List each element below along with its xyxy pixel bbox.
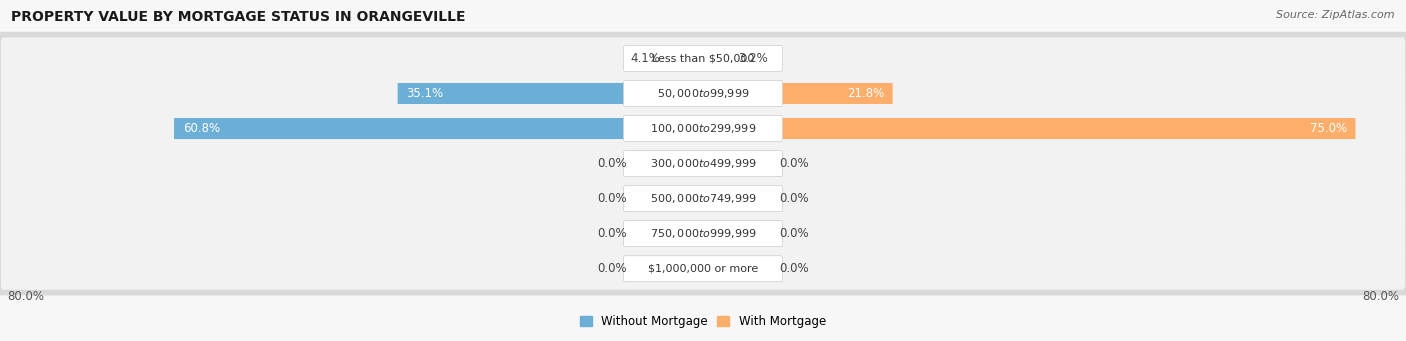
FancyBboxPatch shape bbox=[1, 38, 1405, 79]
Text: 0.0%: 0.0% bbox=[596, 262, 627, 275]
FancyBboxPatch shape bbox=[0, 102, 1406, 155]
FancyBboxPatch shape bbox=[1, 178, 1405, 220]
Text: $500,000 to $749,999: $500,000 to $749,999 bbox=[650, 192, 756, 205]
FancyBboxPatch shape bbox=[623, 221, 783, 247]
Text: $100,000 to $299,999: $100,000 to $299,999 bbox=[650, 122, 756, 135]
Text: 4.1%: 4.1% bbox=[630, 52, 661, 65]
FancyBboxPatch shape bbox=[703, 118, 1355, 139]
FancyBboxPatch shape bbox=[703, 83, 893, 104]
FancyBboxPatch shape bbox=[1, 213, 1405, 255]
Text: 0.0%: 0.0% bbox=[779, 262, 810, 275]
Text: 80.0%: 80.0% bbox=[7, 291, 44, 303]
FancyBboxPatch shape bbox=[633, 223, 703, 244]
Text: 0.0%: 0.0% bbox=[596, 157, 627, 170]
FancyBboxPatch shape bbox=[1, 73, 1405, 115]
Text: $50,000 to $99,999: $50,000 to $99,999 bbox=[657, 87, 749, 100]
Text: 60.8%: 60.8% bbox=[183, 122, 219, 135]
Text: 21.8%: 21.8% bbox=[846, 87, 884, 100]
Text: $300,000 to $499,999: $300,000 to $499,999 bbox=[650, 157, 756, 170]
Text: 0.0%: 0.0% bbox=[779, 157, 810, 170]
FancyBboxPatch shape bbox=[623, 186, 783, 212]
FancyBboxPatch shape bbox=[0, 137, 1406, 190]
FancyBboxPatch shape bbox=[0, 32, 1406, 85]
Text: 0.0%: 0.0% bbox=[779, 192, 810, 205]
Text: 0.0%: 0.0% bbox=[596, 192, 627, 205]
FancyBboxPatch shape bbox=[1, 143, 1405, 184]
Text: 80.0%: 80.0% bbox=[1362, 291, 1399, 303]
FancyBboxPatch shape bbox=[703, 188, 773, 209]
FancyBboxPatch shape bbox=[0, 67, 1406, 120]
FancyBboxPatch shape bbox=[703, 223, 773, 244]
FancyBboxPatch shape bbox=[703, 258, 773, 279]
FancyBboxPatch shape bbox=[1, 107, 1405, 150]
Text: 75.0%: 75.0% bbox=[1309, 122, 1347, 135]
Legend: Without Mortgage, With Mortgage: Without Mortgage, With Mortgage bbox=[575, 310, 831, 333]
FancyBboxPatch shape bbox=[623, 45, 783, 71]
Text: 3.2%: 3.2% bbox=[738, 52, 768, 65]
FancyBboxPatch shape bbox=[0, 207, 1406, 260]
Text: 35.1%: 35.1% bbox=[406, 87, 443, 100]
Text: $1,000,000 or more: $1,000,000 or more bbox=[648, 264, 758, 274]
Text: 0.0%: 0.0% bbox=[596, 227, 627, 240]
FancyBboxPatch shape bbox=[633, 153, 703, 174]
FancyBboxPatch shape bbox=[174, 118, 703, 139]
FancyBboxPatch shape bbox=[623, 116, 783, 142]
FancyBboxPatch shape bbox=[623, 256, 783, 282]
FancyBboxPatch shape bbox=[0, 242, 1406, 295]
Text: PROPERTY VALUE BY MORTGAGE STATUS IN ORANGEVILLE: PROPERTY VALUE BY MORTGAGE STATUS IN ORA… bbox=[11, 10, 465, 24]
FancyBboxPatch shape bbox=[1, 248, 1405, 290]
FancyBboxPatch shape bbox=[398, 83, 703, 104]
Text: Less than $50,000: Less than $50,000 bbox=[652, 54, 754, 63]
FancyBboxPatch shape bbox=[633, 258, 703, 279]
FancyBboxPatch shape bbox=[633, 188, 703, 209]
FancyBboxPatch shape bbox=[623, 80, 783, 106]
FancyBboxPatch shape bbox=[0, 172, 1406, 225]
Text: $750,000 to $999,999: $750,000 to $999,999 bbox=[650, 227, 756, 240]
FancyBboxPatch shape bbox=[703, 48, 731, 69]
FancyBboxPatch shape bbox=[668, 48, 703, 69]
FancyBboxPatch shape bbox=[703, 153, 773, 174]
FancyBboxPatch shape bbox=[623, 151, 783, 177]
Text: Source: ZipAtlas.com: Source: ZipAtlas.com bbox=[1277, 10, 1395, 20]
Text: 0.0%: 0.0% bbox=[779, 227, 810, 240]
